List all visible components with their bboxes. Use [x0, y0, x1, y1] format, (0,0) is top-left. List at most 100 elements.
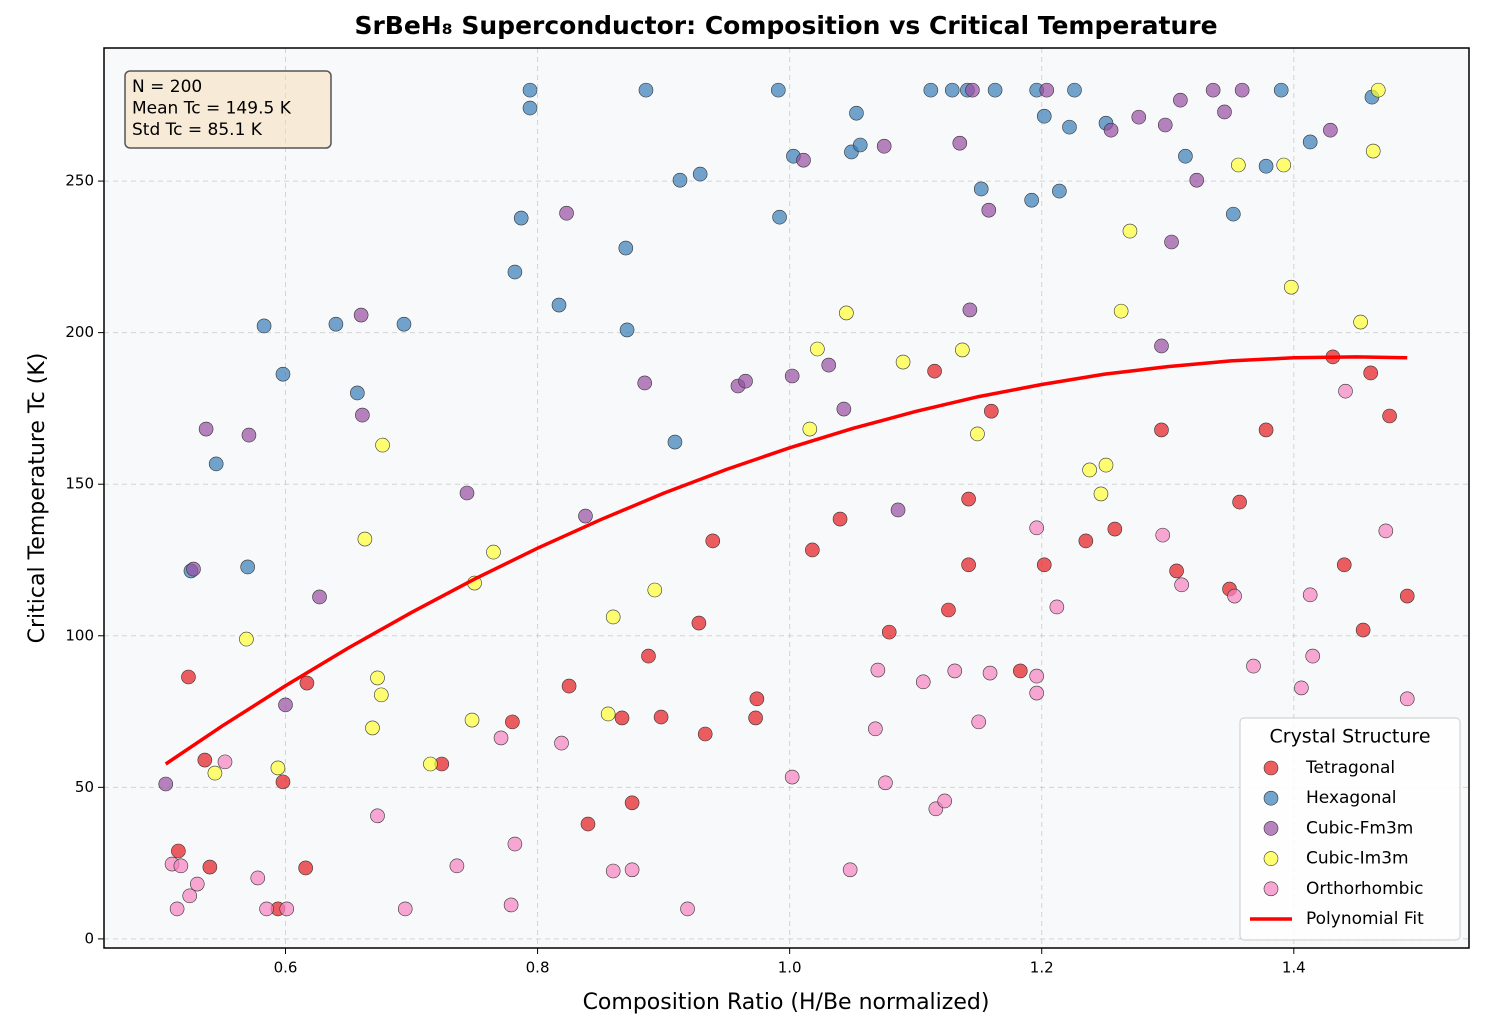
point — [1231, 157, 1246, 173]
x-tick-label: 1.0 — [778, 959, 802, 977]
point — [1098, 457, 1114, 473]
legend: Crystal Structure Tetragonal Hexagonal Cub… — [1239, 717, 1461, 941]
point — [522, 82, 538, 98]
point — [1078, 533, 1094, 549]
point — [513, 210, 529, 226]
point — [667, 434, 683, 450]
point — [207, 765, 223, 781]
x-tick-label: 1.4 — [1282, 959, 1306, 977]
point — [240, 559, 255, 575]
point — [784, 368, 800, 384]
point — [1036, 108, 1052, 124]
point — [459, 485, 475, 501]
point — [1154, 422, 1169, 438]
point — [1103, 122, 1119, 138]
point — [923, 82, 939, 98]
point — [836, 401, 852, 417]
point — [832, 511, 848, 527]
point — [624, 795, 640, 811]
point — [982, 665, 998, 681]
legend-swatch — [1263, 821, 1279, 836]
point — [1355, 622, 1371, 638]
point — [1107, 521, 1123, 537]
annotation-box — [124, 70, 332, 149]
point — [1226, 206, 1241, 222]
point — [1174, 577, 1189, 593]
point — [1205, 82, 1221, 98]
point — [1039, 82, 1055, 98]
y-tick-label: 250 — [65, 172, 94, 190]
point — [278, 697, 293, 713]
point — [971, 714, 987, 730]
x-tick-label: 0.6 — [274, 959, 298, 977]
point — [810, 341, 825, 357]
point — [1169, 563, 1184, 579]
point — [182, 888, 198, 904]
point — [503, 897, 519, 913]
point — [796, 152, 811, 168]
point — [1154, 338, 1169, 354]
point — [507, 836, 523, 852]
point — [748, 710, 763, 726]
point — [852, 137, 868, 153]
point — [805, 542, 820, 558]
point — [1302, 587, 1318, 603]
point — [1029, 685, 1044, 701]
point — [697, 726, 713, 742]
point — [578, 508, 593, 524]
x-axis-label: Composition Ratio (H/Be normalized) — [583, 990, 990, 1015]
point — [605, 609, 621, 625]
point — [772, 209, 787, 225]
point — [1382, 408, 1397, 424]
point — [961, 491, 976, 507]
point — [169, 901, 185, 917]
point — [653, 709, 669, 725]
point — [1323, 122, 1338, 138]
point — [878, 775, 893, 791]
point — [299, 675, 315, 691]
point — [1093, 486, 1109, 502]
point — [186, 561, 201, 577]
point — [270, 760, 286, 776]
point — [1178, 148, 1193, 164]
point — [1232, 494, 1247, 510]
point — [1052, 183, 1067, 199]
point — [1336, 557, 1352, 573]
x-tick-label: 0.8 — [526, 959, 550, 977]
legend-label: Tetragonal — [1305, 758, 1395, 778]
point — [312, 589, 327, 605]
point — [189, 876, 205, 892]
point — [647, 582, 663, 598]
point — [464, 712, 480, 728]
point — [1353, 314, 1368, 330]
point — [275, 774, 291, 790]
point — [554, 735, 569, 751]
point — [705, 533, 721, 549]
point — [259, 901, 274, 917]
point — [672, 172, 688, 188]
point — [202, 859, 218, 875]
point — [987, 82, 1003, 98]
point — [984, 403, 999, 419]
y-tick-label: 50 — [75, 778, 94, 796]
point — [947, 663, 963, 679]
point — [396, 316, 412, 332]
point — [915, 674, 931, 690]
point — [1131, 109, 1147, 125]
legend-swatch — [1263, 851, 1279, 866]
point — [1036, 557, 1052, 573]
marks — [158, 82, 1415, 917]
point — [1173, 92, 1188, 108]
point — [961, 557, 976, 573]
point — [1067, 82, 1082, 98]
point — [208, 456, 224, 472]
point — [181, 669, 196, 685]
point — [870, 662, 886, 678]
point — [641, 648, 656, 664]
point — [1029, 520, 1044, 536]
chart-title: SrBeH₈ Superconductor: Composition vs Cr… — [354, 11, 1217, 40]
legend-label: Polynomial Fit — [1306, 909, 1424, 929]
y-tick-label: 150 — [65, 475, 94, 493]
point — [1370, 82, 1386, 98]
